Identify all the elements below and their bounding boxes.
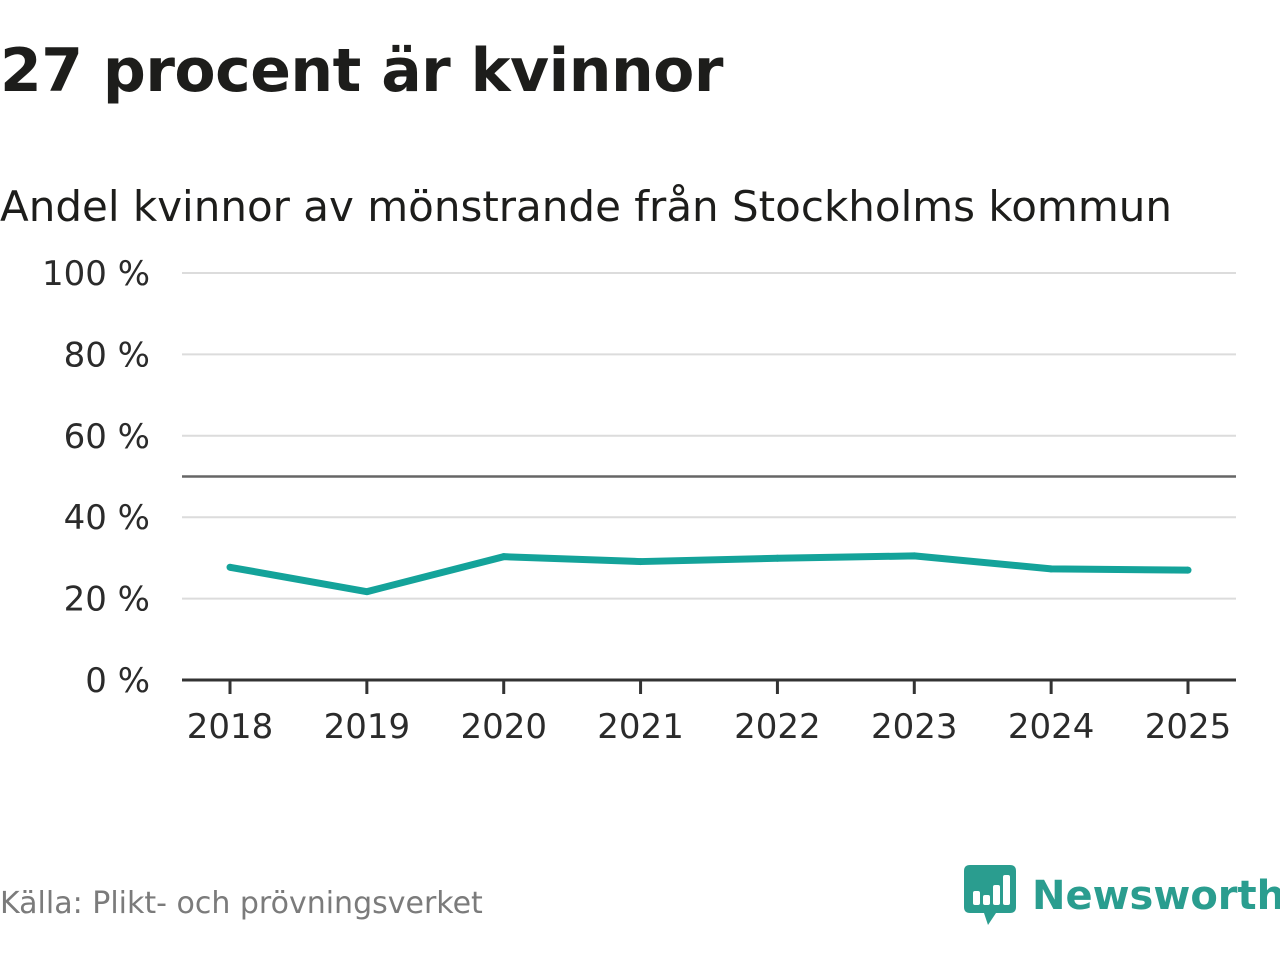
x-tick-label: 2019	[324, 707, 411, 747]
data-point	[1047, 565, 1055, 573]
y-tick-label: 100 %	[42, 254, 150, 294]
x-tick-label: 2020	[460, 707, 547, 747]
data-point	[637, 558, 645, 566]
x-tick-label: 2022	[734, 707, 821, 747]
x-axis: 2018 2019 2020 2021 2022 2023 2024 2025	[182, 678, 1236, 747]
series-line	[229, 552, 1189, 596]
x-tick-label: 2018	[187, 707, 274, 747]
data-point	[500, 553, 508, 561]
gridlines	[182, 272, 1236, 600]
series-group	[226, 552, 1192, 596]
data-point	[363, 588, 371, 596]
x-tick-label: 2021	[597, 707, 684, 747]
bar-chart-speech-icon	[964, 865, 1016, 925]
brand-name: Newsworthy	[1032, 873, 1280, 919]
source-note: Källa: Plikt- och prövningsverket	[0, 886, 483, 921]
y-tick-label: 60 %	[64, 417, 150, 457]
y-tick-label: 0 %	[85, 661, 150, 701]
y-tick-label: 80 %	[64, 335, 150, 375]
x-tick-label: 2023	[871, 707, 958, 747]
chart-subtitle: Andel kvinnor av mönstrande från Stockho…	[0, 182, 1172, 231]
data-point	[1184, 566, 1192, 574]
data-point	[773, 554, 781, 562]
chart-title: 27 procent är kvinnor	[0, 36, 723, 106]
data-point	[226, 563, 234, 571]
y-tick-label: 20 %	[64, 580, 150, 620]
x-tick-label: 2024	[1008, 707, 1095, 747]
brand-logo: Newsworthy	[964, 864, 1280, 928]
y-axis-ticks: 0 % 20 % 40 % 60 % 80 % 100 %	[42, 254, 150, 701]
x-tick-label: 2025	[1145, 707, 1232, 747]
data-point	[910, 552, 918, 560]
y-tick-label: 40 %	[64, 498, 150, 538]
